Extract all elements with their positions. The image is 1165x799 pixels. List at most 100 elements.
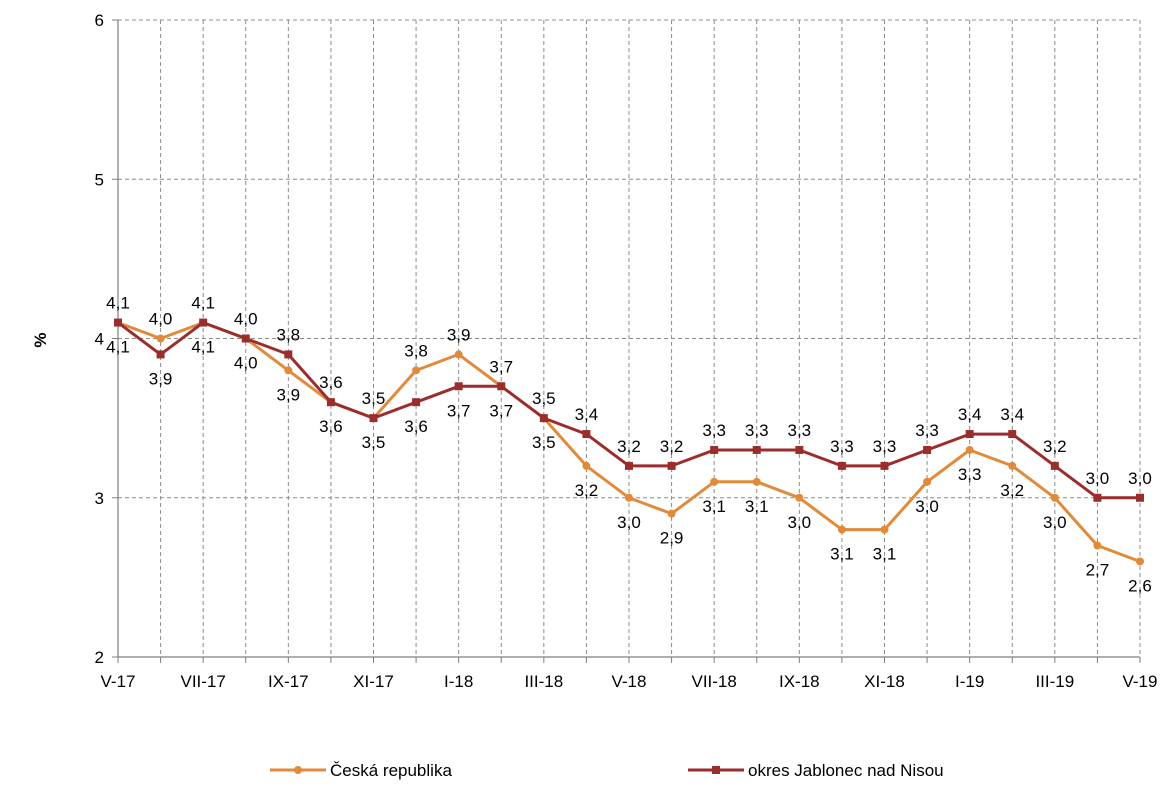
- legend-label: Česká republika: [330, 761, 452, 780]
- data-label: 3,3: [958, 465, 982, 484]
- series-0-point: [1093, 541, 1102, 550]
- data-label: 4,0: [149, 310, 173, 329]
- series-1-point: [923, 445, 932, 454]
- data-label: 3,9: [149, 369, 173, 388]
- data-label: 3,8: [404, 341, 428, 360]
- data-label: 3,0: [617, 513, 641, 532]
- series-1-point: [880, 461, 889, 470]
- data-label: 2,6: [1128, 576, 1152, 595]
- data-label: 3,5: [532, 433, 556, 452]
- series-1-point: [837, 461, 846, 470]
- data-label: 3,2: [617, 437, 641, 456]
- x-tick-label: IX-17: [268, 672, 309, 691]
- data-label: 3,8: [277, 325, 301, 344]
- x-tick-label: I-19: [955, 672, 984, 691]
- data-label: 3,0: [788, 513, 812, 532]
- series-1-point: [199, 318, 208, 327]
- series-1-point: [497, 382, 506, 391]
- data-label: 3,2: [660, 437, 684, 456]
- data-label: 3,1: [702, 497, 726, 516]
- data-label: 4,0: [234, 310, 258, 329]
- series-1-point: [582, 430, 591, 439]
- legend: Česká republika okres Jablonec nad Nisou: [270, 761, 944, 780]
- series-1-point: [667, 461, 676, 470]
- series-0-point: [923, 477, 932, 486]
- series-1-point: [326, 398, 335, 407]
- data-label: 3,7: [489, 357, 513, 376]
- y-tick-label: 6: [95, 11, 104, 30]
- series-1-point: [369, 414, 378, 423]
- data-label: 3,4: [1000, 405, 1024, 424]
- series-0-point: [965, 445, 974, 454]
- series-1-point: [965, 430, 974, 439]
- data-label: 3,2: [1000, 481, 1024, 500]
- series-0-point: [156, 334, 165, 343]
- x-tick-label: IX-18: [779, 672, 820, 691]
- x-tick-label: V-19: [1123, 672, 1158, 691]
- series-0-point: [837, 525, 846, 534]
- axes: 2 3 4 5 6 V-17 VII-17 IX-17 XI-17 I-18 III-18 V-18 V…: [95, 11, 1158, 691]
- series-0-point: [1008, 461, 1017, 470]
- series-0-point: [710, 477, 719, 486]
- x-tick-label: V-17: [101, 672, 136, 691]
- series-1-point: [454, 382, 463, 391]
- y-tick-label: 3: [95, 489, 104, 508]
- data-label: 3,2: [575, 481, 599, 500]
- data-labels: 4,1 4,1 4,0 3,9 4,1 4,1 4,0 4,0 3,8 3,9 3,6 3,6 3,5 3…: [106, 294, 1152, 596]
- series-lines: [114, 318, 1144, 566]
- data-label: 3,4: [575, 405, 599, 424]
- series-1-point: [710, 445, 719, 454]
- series-1-point: [539, 414, 548, 423]
- data-label: 4,1: [106, 294, 130, 313]
- series-1-point: [1008, 430, 1017, 439]
- data-label: 4,0: [234, 354, 258, 373]
- data-label: 3,0: [1128, 469, 1152, 488]
- data-label: 3,9: [447, 325, 471, 344]
- series-0-point: [795, 493, 804, 502]
- series-0-point: [1136, 557, 1144, 566]
- x-tick-label: V-18: [612, 672, 647, 691]
- data-label: 3,4: [958, 405, 982, 424]
- series-1-point: [284, 350, 293, 359]
- series-0-point: [1050, 493, 1059, 502]
- series-1-point: [1136, 493, 1144, 502]
- series-1-point: [156, 350, 165, 359]
- x-tick-label: VII-17: [180, 672, 225, 691]
- series-0-point: [412, 366, 421, 375]
- data-label: 3,6: [319, 373, 343, 392]
- series-1-point: [752, 445, 761, 454]
- data-label: 3,6: [319, 417, 343, 436]
- series-1-point: [1093, 493, 1102, 502]
- series-1-point: [795, 445, 804, 454]
- data-label: 3,1: [873, 545, 897, 564]
- y-tick-label: 4: [95, 330, 104, 349]
- data-label: 3,9: [277, 385, 301, 404]
- data-label: 3,3: [702, 421, 726, 440]
- data-label: 3,3: [830, 437, 854, 456]
- series-1-point: [241, 334, 250, 343]
- legend-label: okres Jablonec nad Nisou: [748, 761, 944, 780]
- data-label: 4,1: [191, 338, 215, 357]
- data-label: 3,3: [745, 421, 769, 440]
- series-1-point: [114, 318, 122, 327]
- x-tick-label: III-19: [1035, 672, 1074, 691]
- data-label: 3,6: [404, 417, 428, 436]
- data-label: 3,0: [1086, 469, 1110, 488]
- legend-item-1: okres Jablonec nad Nisou: [688, 761, 944, 780]
- series-1-point: [1050, 461, 1059, 470]
- y-axis-title: %: [31, 332, 50, 347]
- x-tick-label: VII-18: [691, 672, 736, 691]
- data-label: 3,3: [788, 421, 812, 440]
- data-label: 4,1: [106, 338, 130, 357]
- series-0-point: [582, 461, 591, 470]
- series-0-point: [667, 509, 676, 518]
- x-tick-label: I-18: [444, 672, 473, 691]
- series-1-point: [625, 461, 633, 470]
- series-0-point: [454, 350, 463, 359]
- grid-lines: [118, 19, 1141, 657]
- series-0-point: [880, 525, 889, 534]
- data-label: 3,2: [1043, 437, 1067, 456]
- data-label: 3,1: [745, 497, 769, 516]
- data-label: 3,0: [1043, 513, 1067, 532]
